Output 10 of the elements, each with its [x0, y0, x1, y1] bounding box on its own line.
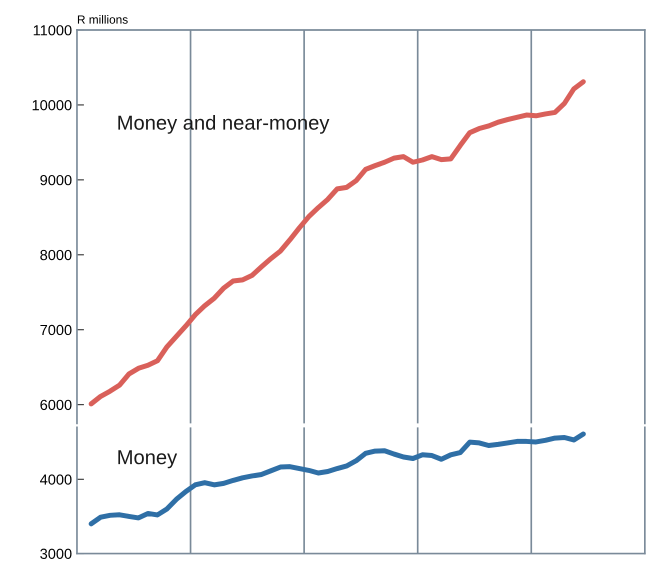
y-tick-label: 9000	[40, 174, 72, 186]
y-tick-label: 7000	[40, 324, 72, 336]
y-tick-label: 10000	[32, 100, 72, 110]
y-tick-label: 11000	[34, 25, 72, 36]
series-label: Money	[118, 450, 178, 468]
y-tick-label: 6000	[40, 400, 72, 410]
y-tick-label: 3000	[40, 548, 72, 559]
y-tick-label: 8000	[40, 250, 72, 260]
y-axis-title: R millions	[78, 15, 128, 24]
y-tick-label: 4000	[40, 474, 72, 485]
